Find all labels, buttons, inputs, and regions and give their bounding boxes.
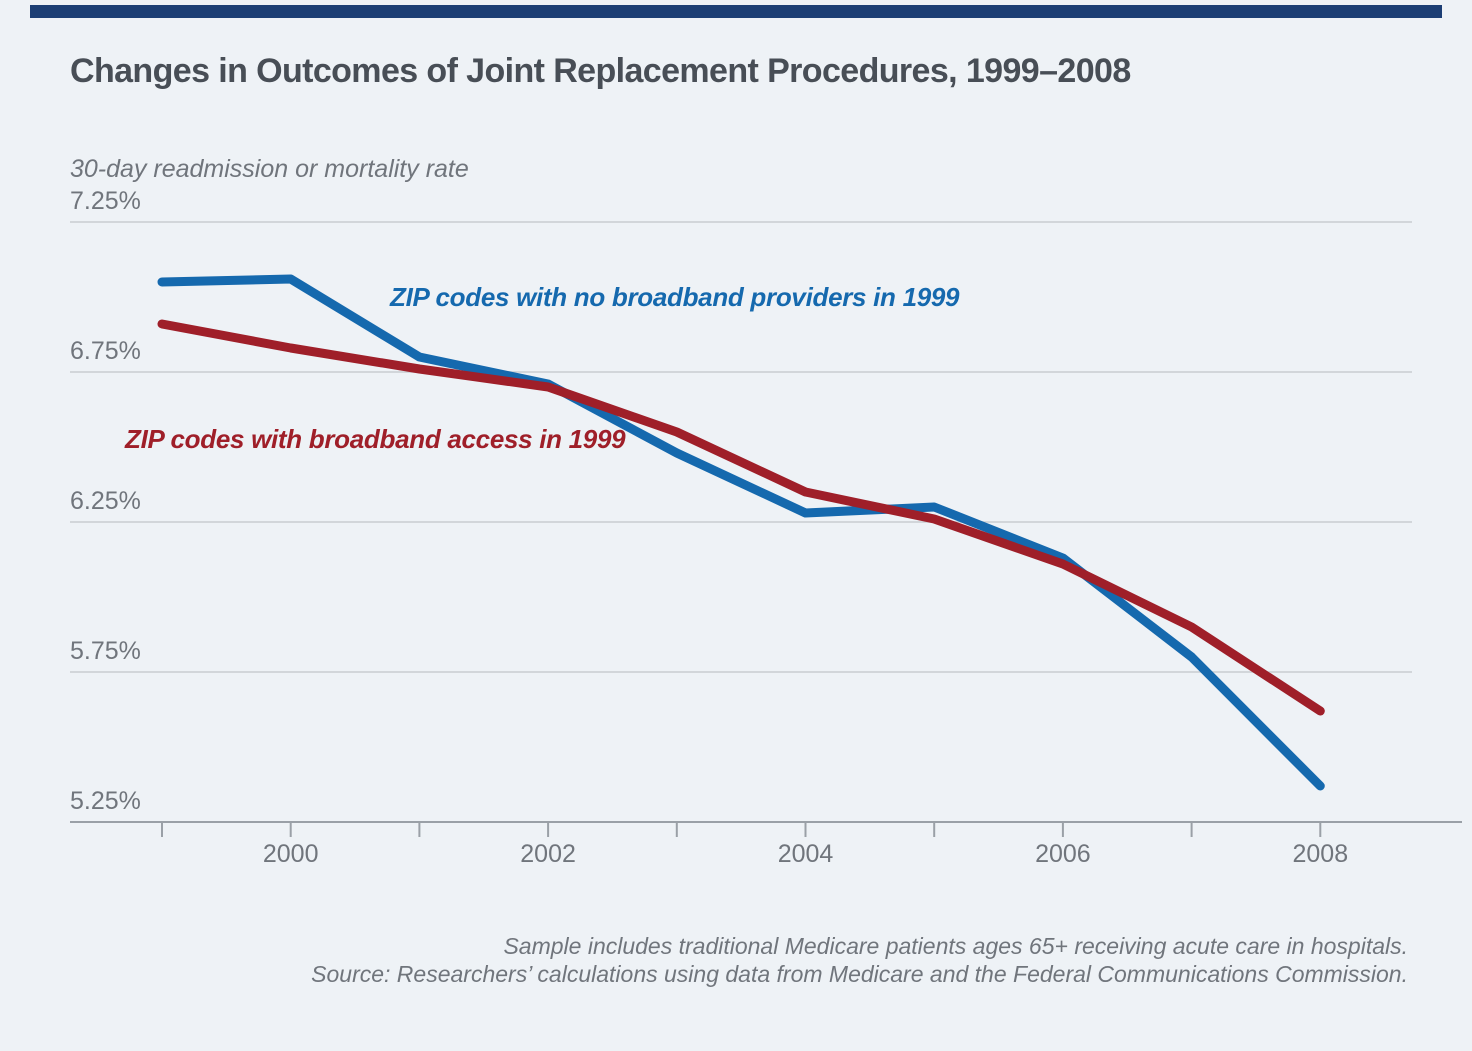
y-tick-label-5.25%: 5.25% bbox=[70, 787, 141, 815]
note-source: Source: Researchers’ calculations using … bbox=[311, 961, 1408, 987]
y-axis-title: 30-day readmission or mortality rate bbox=[70, 155, 469, 183]
footnotes: Sample includes traditional Medicare pat… bbox=[311, 932, 1408, 988]
y-tick-label-5.75%: 5.75% bbox=[70, 637, 141, 665]
series-label-broadband: ZIP codes with broadband access in 1999 bbox=[125, 424, 626, 454]
series-line-no-broadband bbox=[157, 274, 1325, 791]
chart-title: Changes in Outcomes of Joint Replacement… bbox=[70, 52, 1131, 90]
y-tick-label-6.75%: 6.75% bbox=[70, 337, 141, 365]
note-sample: Sample includes traditional Medicare pat… bbox=[503, 933, 1408, 959]
x-tick-label-2000: 2000 bbox=[262, 840, 319, 868]
series-line-broadband bbox=[157, 319, 1325, 716]
x-tick-label-2008: 2008 bbox=[1292, 840, 1349, 868]
top-accent-bar bbox=[30, 5, 1442, 18]
x-tick-label-2002: 2002 bbox=[520, 840, 576, 868]
y-tick-label-6.25%: 6.25% bbox=[70, 487, 141, 515]
x-tick-label-2004: 2004 bbox=[777, 840, 834, 868]
x-tick-label-2006: 2006 bbox=[1035, 840, 1091, 868]
y-tick-label-7.25%: 7.25% bbox=[70, 187, 141, 215]
series-label-no-broadband: ZIP codes with no broadband providers in… bbox=[390, 282, 960, 312]
